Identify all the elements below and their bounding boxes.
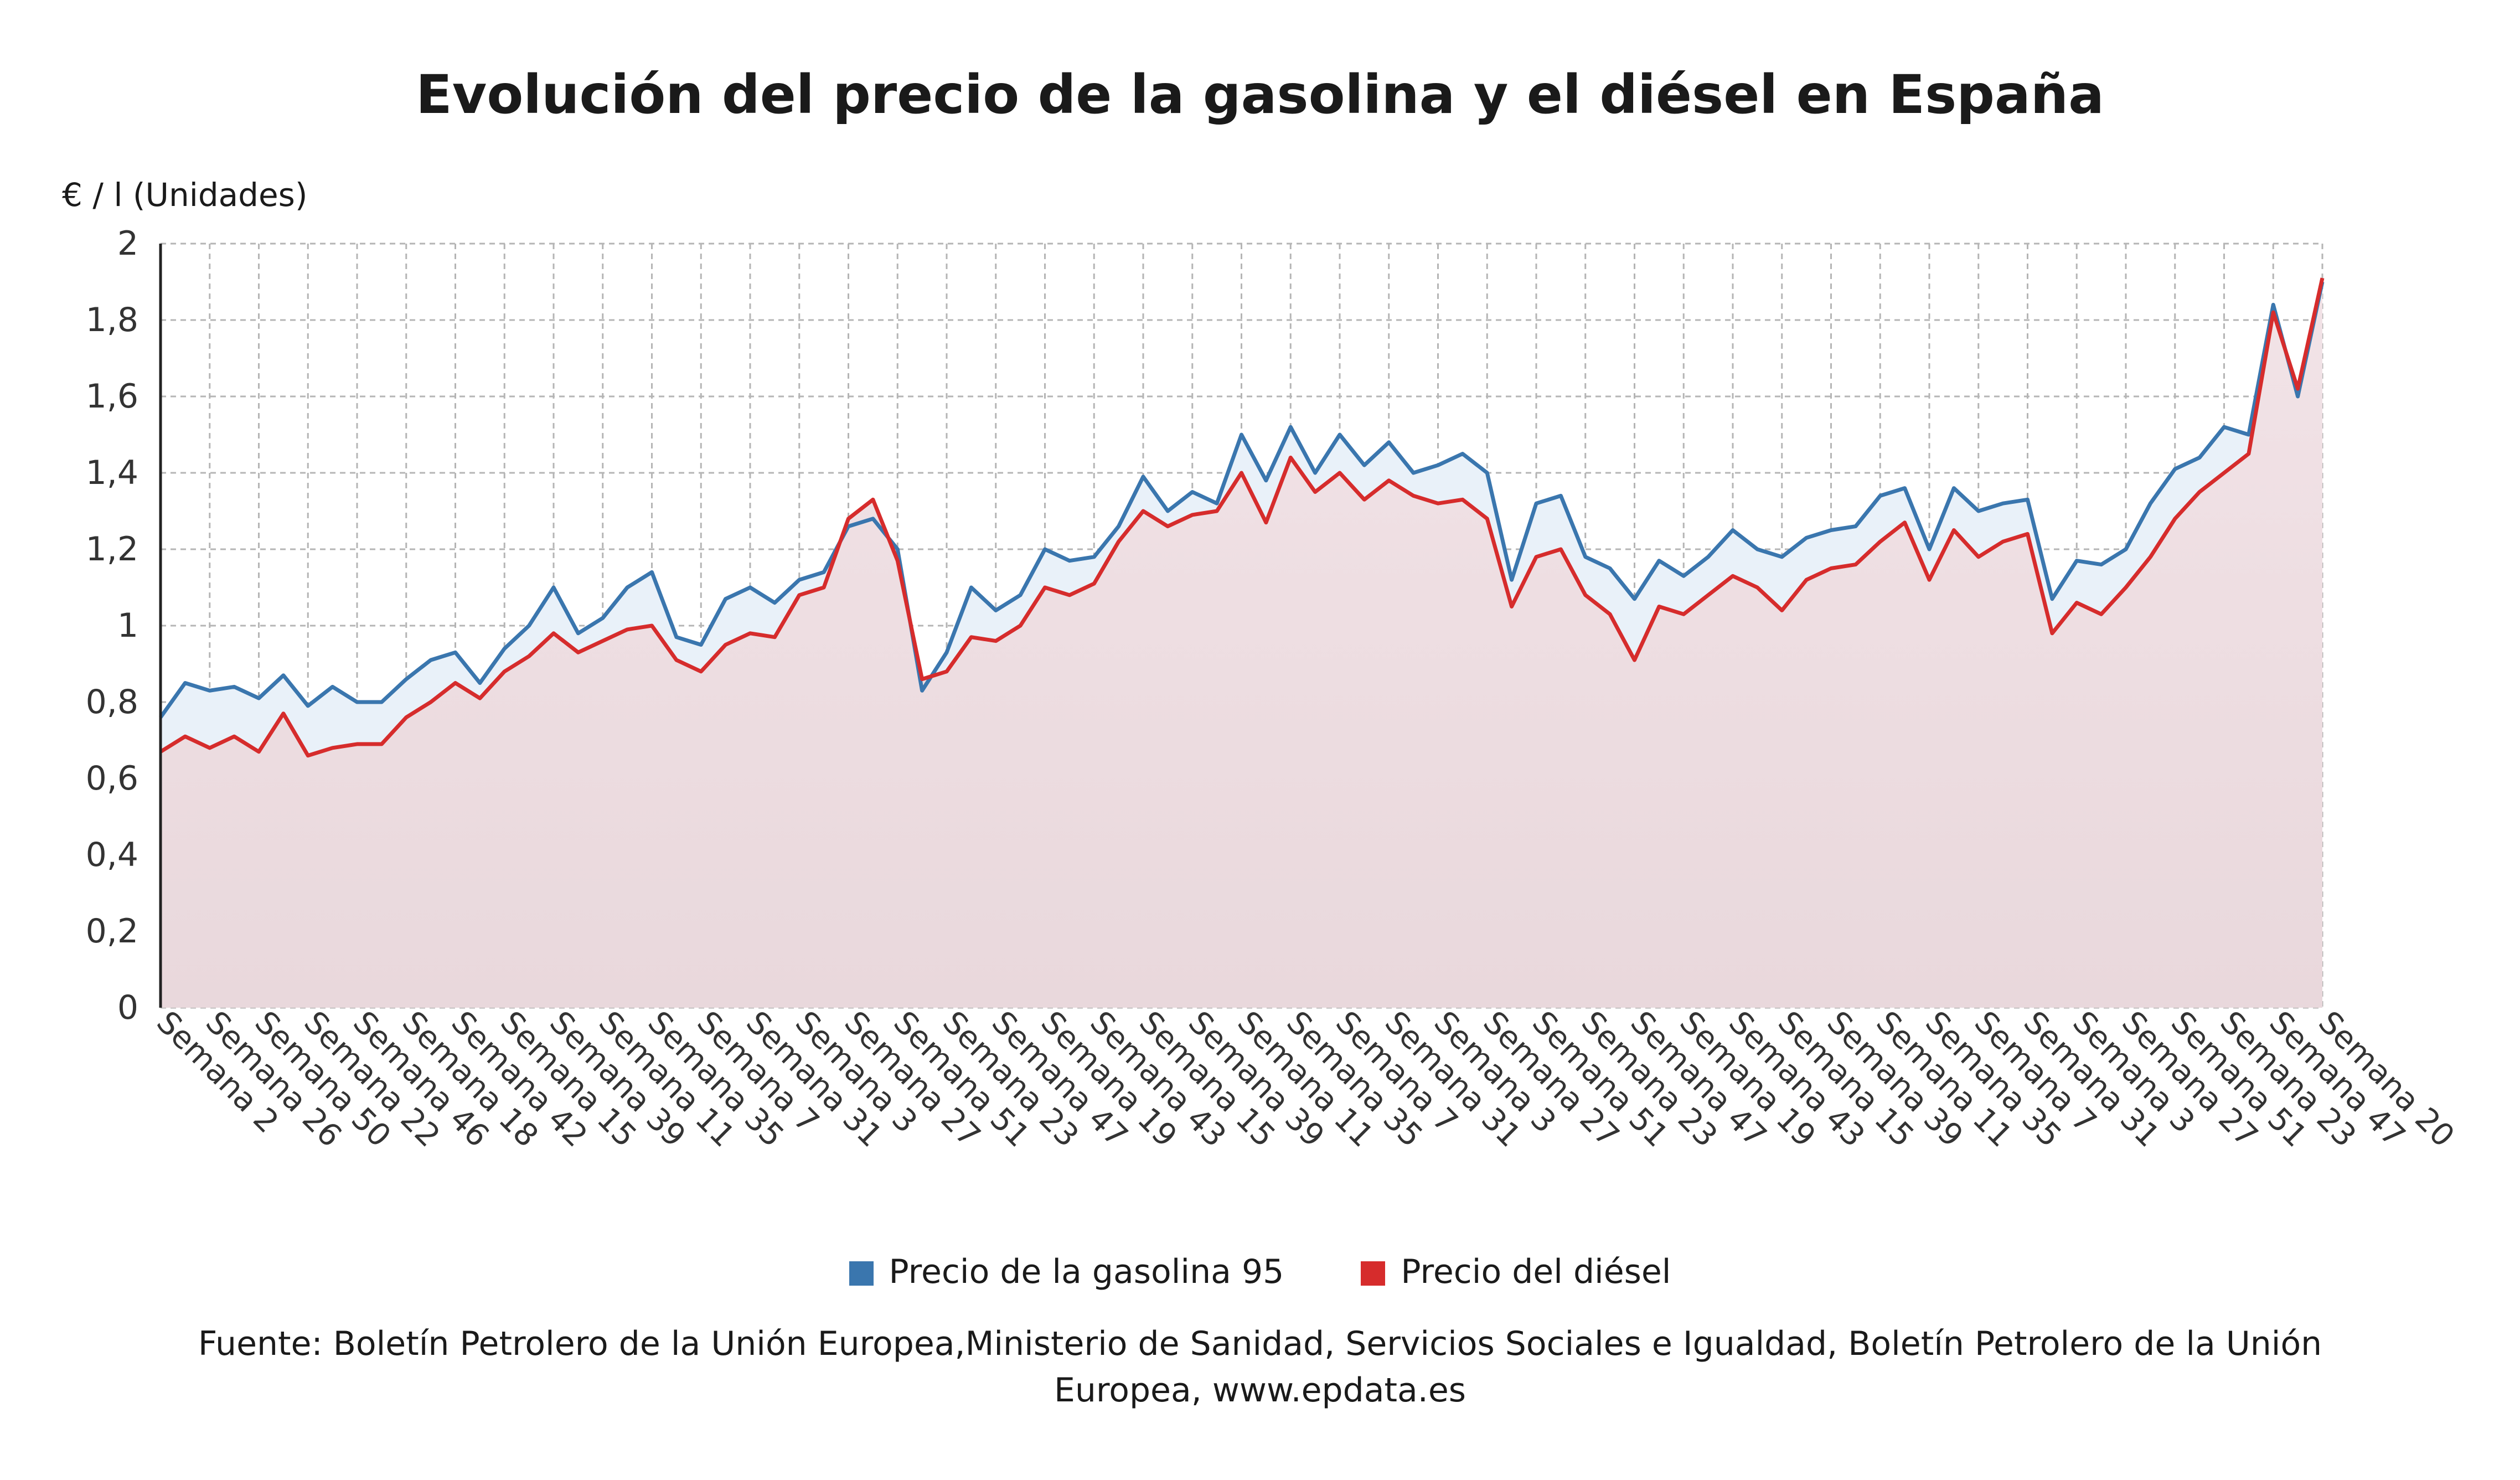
y-tick-label: 1,4 bbox=[86, 453, 138, 492]
series-line-diesel bbox=[159, 277, 2325, 758]
legend-item-gasoline[interactable]: Precio de la gasolina 95 bbox=[849, 1252, 1284, 1291]
y-tick-label: 0,2 bbox=[86, 912, 138, 951]
legend-swatch-gasoline bbox=[849, 1261, 874, 1286]
y-tick-label: 1 bbox=[117, 606, 138, 645]
y-tick-label: 2 bbox=[117, 224, 138, 263]
y-axis-unit-label: € / l (Unidades) bbox=[62, 176, 308, 214]
legend-label-diesel: Precio del diésel bbox=[1401, 1252, 1671, 1291]
source-note: Fuente: Boletín Petrolero de la Unión Eu… bbox=[198, 1324, 2322, 1410]
y-tick-label: 0 bbox=[117, 988, 138, 1027]
legend-swatch-diesel bbox=[1361, 1261, 1386, 1286]
y-tick-label: 0,4 bbox=[86, 836, 138, 874]
y-axis-ticks: 0 0,2 0,4 0,6 0,8 1 1,2 1,4 1,6 1,8 2 bbox=[86, 224, 138, 1027]
legend-label-gasoline: Precio de la gasolina 95 bbox=[889, 1252, 1284, 1291]
series-line-gasoline-95 bbox=[159, 281, 2325, 719]
y-tick-label: 0,8 bbox=[86, 683, 138, 721]
y-tick-label: 1,6 bbox=[86, 377, 138, 416]
legend-item-diesel[interactable]: Precio del diésel bbox=[1361, 1252, 1671, 1291]
y-tick-label: 1,2 bbox=[86, 530, 138, 569]
diesel-area-fill bbox=[161, 278, 2322, 1008]
y-tick-label: 1,8 bbox=[86, 301, 138, 339]
y-tick-label: 0,6 bbox=[86, 759, 138, 798]
chart-legend: Precio de la gasolina 95 Precio del diés… bbox=[0, 1252, 2520, 1291]
chart-title: Evolución del precio de la gasolina y el… bbox=[416, 64, 2104, 126]
